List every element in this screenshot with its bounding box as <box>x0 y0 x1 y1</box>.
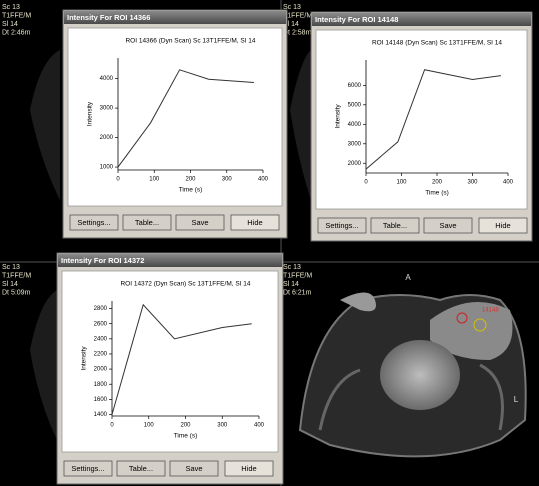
chart-area <box>316 30 527 209</box>
y-tick-label: 2800 <box>94 306 108 312</box>
x-axis-label: Time (s) <box>179 187 203 194</box>
orientation-label: L <box>514 395 519 404</box>
x-tick-label: 100 <box>149 177 160 183</box>
roi-label: 14148 <box>482 308 499 314</box>
x-axis-label: Time (s) <box>174 433 198 440</box>
x-tick-label: 300 <box>222 177 233 183</box>
x-axis-label: Time (s) <box>425 190 449 197</box>
panel-label: T1FFE/M <box>283 272 312 279</box>
panel-label: Sl 14 <box>2 21 18 28</box>
panel-label: Sc 13 <box>2 4 20 11</box>
button[interactable]: Save <box>170 461 218 476</box>
y-tick-label: 5000 <box>348 102 362 108</box>
x-tick-label: 200 <box>180 423 191 429</box>
y-axis-label: Intensity <box>81 346 88 371</box>
y-tick-label: 4000 <box>100 76 114 82</box>
button-label[interactable]: Hide <box>241 464 256 473</box>
button[interactable]: Settings... <box>318 218 366 233</box>
x-tick-label: 300 <box>217 423 228 429</box>
y-tick-label: 2200 <box>94 352 108 358</box>
button-label[interactable]: Settings... <box>77 218 110 227</box>
y-tick-label: 2400 <box>94 336 108 342</box>
panel-label: Dt 6:21m <box>283 289 312 296</box>
chart-area <box>68 28 282 206</box>
y-tick-label: 1600 <box>94 397 108 403</box>
button[interactable]: Table... <box>371 218 419 233</box>
button-label[interactable]: Table... <box>129 464 153 473</box>
y-tick-label: 2600 <box>94 321 108 327</box>
x-tick-label: 300 <box>467 180 478 186</box>
window-title: Intensity For ROI 14148 <box>315 15 398 24</box>
panel-label: Sc 13 <box>2 264 20 271</box>
x-tick-label: 400 <box>254 423 265 429</box>
chart-title: ROI 14372 (Dyn Scan) Sc 13T1FFE/M, SI 14 <box>120 281 250 288</box>
y-tick-label: 1000 <box>100 165 114 171</box>
panel-label: T1FFE/M <box>2 272 31 279</box>
chart-title: ROI 14148 (Dyn Scan) Sc 13T1FFE/M, SI 14 <box>372 40 502 47</box>
button-label[interactable]: Table... <box>135 218 159 227</box>
y-tick-label: 3000 <box>100 106 114 112</box>
y-tick-label: 1400 <box>94 412 108 418</box>
x-tick-label: 200 <box>432 180 443 186</box>
panel-label: T1FFE/M <box>2 12 31 19</box>
button[interactable]: Hide <box>479 218 527 233</box>
button[interactable]: Settings... <box>64 461 112 476</box>
y-tick-label: 2000 <box>348 161 362 167</box>
y-axis-label: Intensity <box>335 104 342 129</box>
x-tick-label: 200 <box>185 177 196 183</box>
button[interactable]: Hide <box>225 461 273 476</box>
button-label[interactable]: Table... <box>383 221 407 230</box>
button[interactable]: Table... <box>123 215 171 230</box>
panel-label: Sc 13 <box>283 264 301 271</box>
x-tick-label: 100 <box>144 423 155 429</box>
button[interactable]: Save <box>424 218 472 233</box>
y-tick-label: 3000 <box>348 141 362 147</box>
panel-label: Dt 2:46m <box>2 29 31 36</box>
button-label[interactable]: Save <box>439 221 456 230</box>
button-label[interactable]: Save <box>191 218 208 227</box>
chart-title: ROI 14366 (Dyn Scan) Sc 13T1FFE/M, SI 14 <box>125 38 255 45</box>
x-tick-label: 400 <box>258 177 269 183</box>
viewer: A L 14148 Sc 13T1FFE/MSl 14Dt 2:46mSc 13… <box>0 0 539 486</box>
y-tick-label: 6000 <box>348 83 362 89</box>
button-label[interactable]: Save <box>185 464 202 473</box>
y-axis-label: Intensity <box>87 101 94 126</box>
chart-area <box>62 271 278 452</box>
button[interactable]: Save <box>176 215 224 230</box>
window-title: Intensity For ROI 14372 <box>61 256 144 265</box>
y-tick-label: 4000 <box>348 122 362 128</box>
button[interactable]: Hide <box>231 215 279 230</box>
x-tick-label: 400 <box>503 180 514 186</box>
button[interactable]: Settings... <box>70 215 118 230</box>
y-tick-label: 2000 <box>100 135 114 141</box>
x-tick-label: 100 <box>396 180 407 186</box>
y-tick-label: 2000 <box>94 367 108 373</box>
button-label[interactable]: Hide <box>495 221 510 230</box>
button[interactable]: Table... <box>117 461 165 476</box>
page: A L 14148 Sc 13T1FFE/MSl 14Dt 2:46mSc 13… <box>0 0 539 486</box>
y-tick-label: 1800 <box>94 382 108 388</box>
panel-label: Dt 5:09m <box>2 289 31 296</box>
panel-label: Sl 14 <box>283 281 299 288</box>
button-label[interactable]: Hide <box>247 218 262 227</box>
orientation-label: A <box>405 273 411 282</box>
window-title: Intensity For ROI 14366 <box>67 13 150 22</box>
button-label[interactable]: Settings... <box>71 464 104 473</box>
panel-label: Sl 14 <box>2 281 18 288</box>
button-label[interactable]: Settings... <box>325 221 358 230</box>
